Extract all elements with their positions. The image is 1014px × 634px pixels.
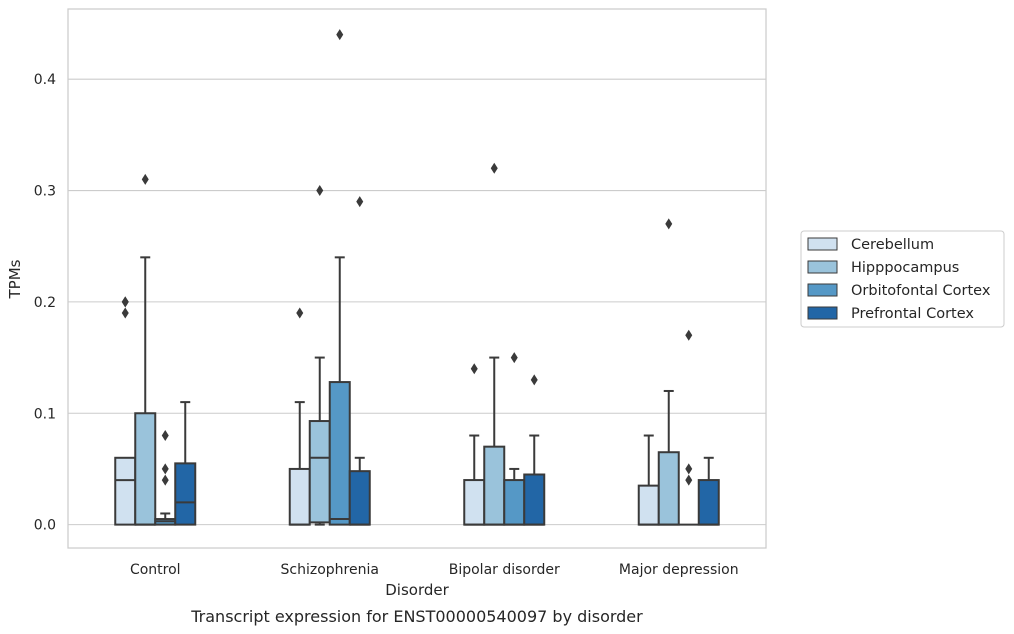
box <box>348 196 371 526</box>
box-body <box>697 479 720 526</box>
box-body <box>657 451 680 526</box>
legend: Cerebellum Hipppocampus Orbitofontal Corte… <box>800 230 1005 328</box>
legend-swatch <box>807 237 838 251</box>
y-tick-label: 0.0 <box>34 518 56 534</box>
x-axis-label: Disorder <box>385 581 449 599</box>
x-tick-label: Control <box>130 562 181 578</box>
box <box>657 218 680 526</box>
legend-swatch <box>807 260 838 274</box>
box-body <box>174 462 197 526</box>
outlier-point <box>470 363 478 375</box>
box <box>697 456 720 526</box>
box-body <box>637 484 660 526</box>
box-body <box>328 381 351 526</box>
legend-frame <box>800 230 1005 328</box>
legend-label: Orbitofontal Cortex <box>851 283 991 299</box>
chart-caption: Transcript expression for ENST0000054009… <box>190 607 643 626</box>
y-axis-label: TPMs <box>6 259 24 299</box>
outlier-point <box>316 185 324 197</box>
box <box>523 374 546 526</box>
box <box>328 29 351 526</box>
box-body <box>114 456 137 526</box>
box <box>503 352 526 526</box>
outlier-point <box>685 329 693 341</box>
box-body <box>134 412 157 526</box>
y-tick-labels: 0.0 0.1 0.2 0.3 0.4 <box>34 72 56 533</box>
outlier-point <box>121 296 129 308</box>
x-tick-labels: Control Schizophrenia Bipolar disorder Majo… <box>130 562 739 578</box>
outlier-point <box>296 307 304 319</box>
box-body <box>483 445 506 526</box>
outlier-point <box>665 218 673 230</box>
box-body <box>308 420 331 524</box>
box-body <box>503 479 526 526</box>
outlier-point <box>685 463 693 475</box>
plot-frame <box>67 8 767 549</box>
outlier-point <box>161 474 169 486</box>
outlier-point <box>490 162 498 174</box>
box <box>288 307 311 526</box>
y-tick-label: 0.4 <box>34 72 56 88</box>
y-tick-label: 0.3 <box>34 184 56 200</box>
box <box>678 329 699 526</box>
outlier-point <box>530 374 538 386</box>
boxes <box>114 29 720 526</box>
legend-label: Hipppocampus <box>851 260 959 276</box>
outlier-point <box>685 474 693 486</box>
x-tick-label: Major depression <box>619 562 739 578</box>
y-tick-label: 0.1 <box>34 406 56 422</box>
y-tick-label: 0.2 <box>34 295 56 311</box>
outlier-point <box>161 463 169 475</box>
x-tick-label: Schizophrenia <box>281 562 379 578</box>
x-tick-label: Bipolar disorder <box>449 562 560 578</box>
legend-swatch <box>807 306 838 320</box>
legend-label: Prefrontal Cortex <box>851 306 974 322</box>
outlier-point <box>141 173 149 185</box>
outlier-point <box>336 29 344 41</box>
box-body <box>348 470 371 526</box>
outlier-point <box>161 430 169 442</box>
box-body <box>288 467 311 526</box>
outlier-point <box>356 196 364 208</box>
outlier-point <box>510 352 518 364</box>
box <box>134 173 157 526</box>
legend-label: Cerebellum <box>851 237 934 253</box>
outlier-point <box>121 307 129 319</box>
box <box>174 401 197 526</box>
legend-swatch <box>807 283 838 297</box>
box-body <box>463 479 486 526</box>
box-body <box>523 473 546 526</box>
